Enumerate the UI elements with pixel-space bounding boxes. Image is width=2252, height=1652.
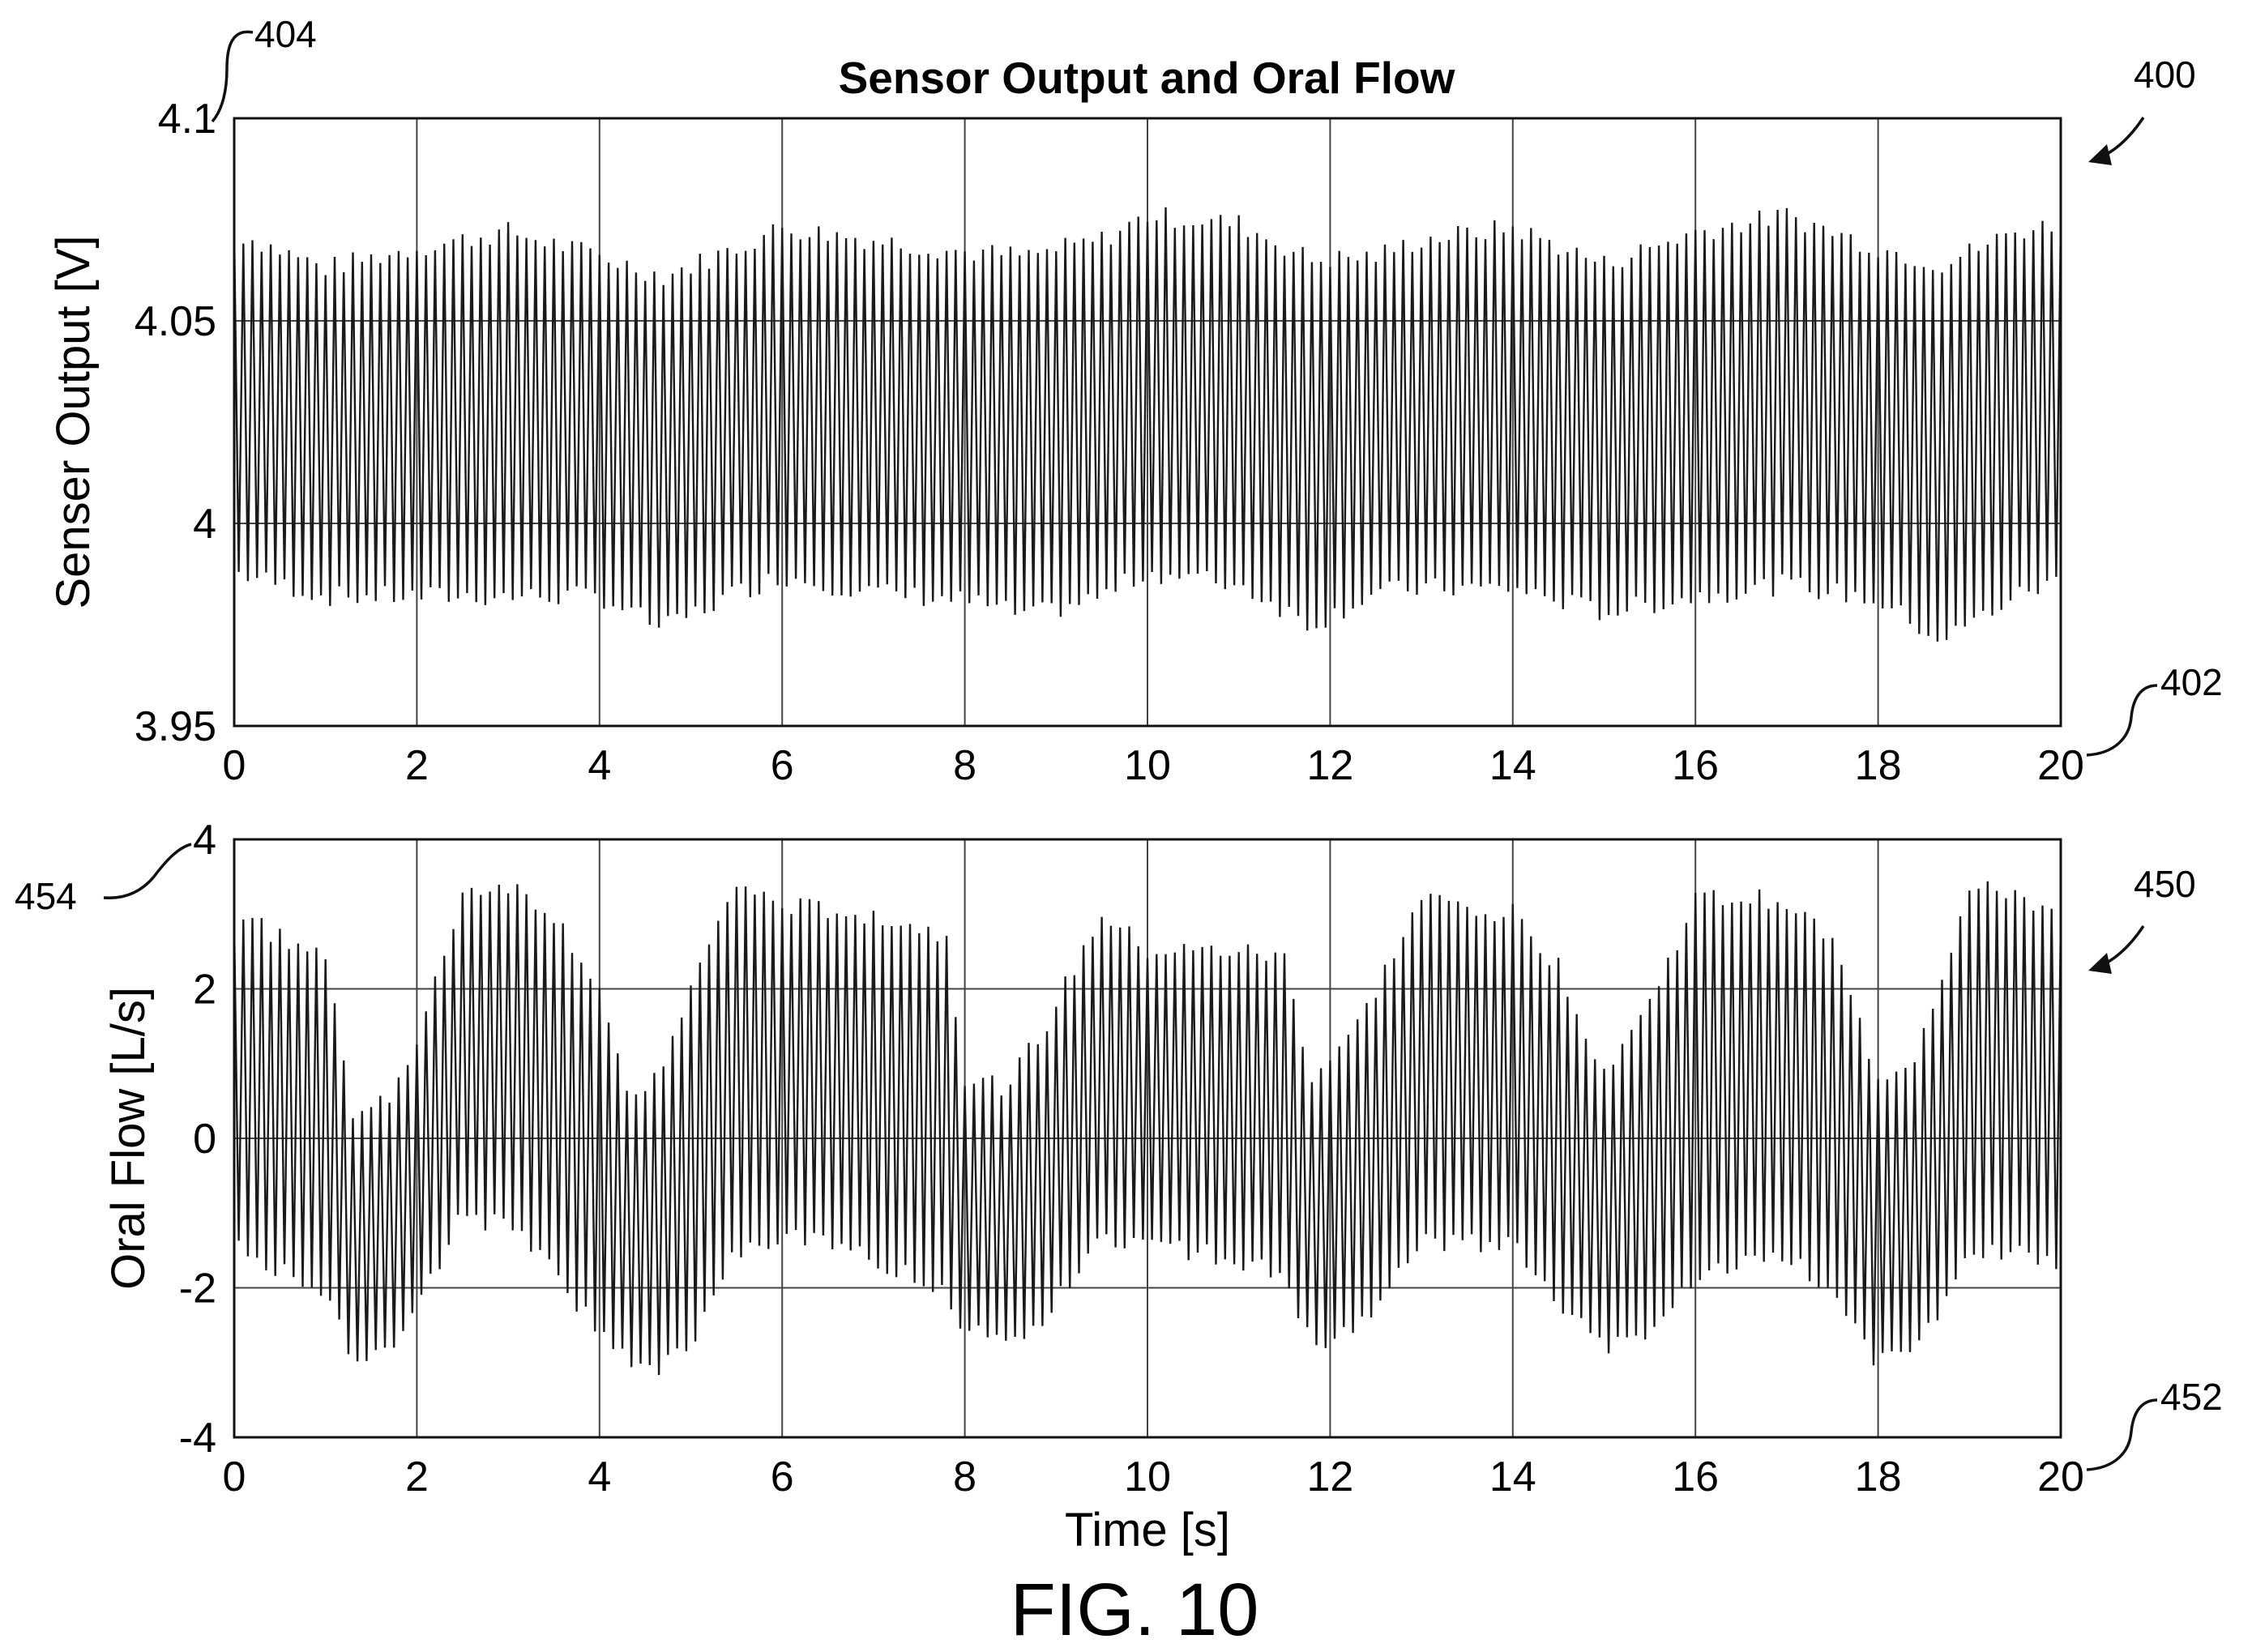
top-plot-frame: [233, 117, 2062, 728]
ref-454: 454: [15, 875, 77, 917]
x-tick-label: 4: [588, 1454, 611, 1500]
x-tick-label: 0: [223, 1454, 246, 1500]
x-tick-label: 12: [1306, 742, 1353, 789]
x-tick-label: 4: [588, 742, 611, 789]
x-tick-label: 10: [1124, 742, 1171, 789]
y-tick-label: 4.05: [135, 298, 216, 345]
x-tick-label: 16: [1672, 742, 1719, 789]
y-tick-label: 4: [193, 817, 216, 864]
x-tick-label: 18: [1855, 742, 1902, 789]
x-tick-label: 6: [771, 1454, 794, 1500]
bottom-y-tick-labels: -4 -2 0 2 4: [179, 817, 216, 1462]
x-tick-label: 8: [953, 1454, 976, 1500]
x-tick-label: 2: [405, 1454, 429, 1500]
top-y-tick-labels: 3.95 4 4.05 4.1: [135, 96, 216, 750]
x-tick-label: 18: [1855, 1454, 1902, 1500]
sensor-output-panel: 0 2 4 6 8 10 12 14 16 18 20 3.95 4 4.05 4.1 Senser Ou…: [47, 96, 2084, 789]
figure-label: FIG. 10: [1011, 1569, 1259, 1651]
ref-404: 404: [254, 13, 317, 55]
top-y-axis-label: Senser Output [V]: [47, 235, 100, 608]
ref-454-lead-line: [103, 843, 192, 899]
x-tick-label: 2: [405, 742, 429, 789]
chart-title: Sensor Output and Oral Flow: [839, 53, 1455, 103]
sensor-output-series: [233, 207, 2062, 642]
x-tick-label: 12: [1306, 1454, 1353, 1500]
oral-flow-panel: 0 2 4 6 8 10 12 14 16 18 20 -4 -2 0 2 4 Oral Flow [L/s…: [102, 817, 2084, 1556]
bottom-x-axis-label: Time [s]: [1065, 1504, 1230, 1556]
ref-400-arrowhead: [2088, 144, 2112, 165]
y-tick-label: -2: [179, 1266, 216, 1313]
x-tick-label: 14: [1489, 742, 1536, 789]
y-tick-label: 2: [193, 967, 216, 1014]
x-tick-label: 8: [953, 742, 976, 789]
ref-402-lead-line: [2086, 684, 2158, 757]
ref-450: 450: [2134, 863, 2196, 905]
bottom-plot-frame: [233, 838, 2062, 1439]
y-tick-label: 3.95: [135, 703, 216, 750]
bottom-y-axis-label: Oral Flow [L/s]: [102, 987, 155, 1290]
x-tick-label: 10: [1124, 1454, 1171, 1500]
y-tick-label: -4: [179, 1415, 216, 1462]
reference-annotations: 404 400 402 454 450 452: [15, 13, 2223, 1471]
x-tick-label: 16: [1672, 1454, 1719, 1500]
bottom-x-tick-labels: 0 2 4 6 8 10 12 14 16 18 20: [223, 1454, 2084, 1500]
ref-452-lead-line: [2086, 1398, 2158, 1471]
x-tick-label: 20: [2037, 1454, 2084, 1500]
y-tick-label: 4.1: [158, 96, 216, 143]
ref-402: 402: [2160, 661, 2223, 703]
y-tick-label: 0: [193, 1116, 216, 1163]
oral-flow-series: [233, 881, 2062, 1376]
top-x-tick-labels: 0 2 4 6 8 10 12 14 16 18 20: [223, 742, 2084, 789]
x-tick-label: 14: [1489, 1454, 1536, 1500]
y-tick-label: 4: [193, 501, 216, 548]
x-tick-label: 6: [771, 742, 794, 789]
ref-452: 452: [2160, 1376, 2223, 1418]
ref-400: 400: [2134, 53, 2196, 96]
ref-450-arrowhead: [2088, 953, 2112, 974]
x-tick-label: 20: [2037, 742, 2084, 789]
ref-404-lead-line: [211, 30, 254, 123]
x-tick-label: 0: [223, 742, 246, 789]
